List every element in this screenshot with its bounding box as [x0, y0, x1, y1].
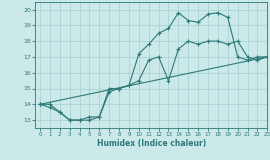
X-axis label: Humidex (Indice chaleur): Humidex (Indice chaleur) [97, 139, 206, 148]
